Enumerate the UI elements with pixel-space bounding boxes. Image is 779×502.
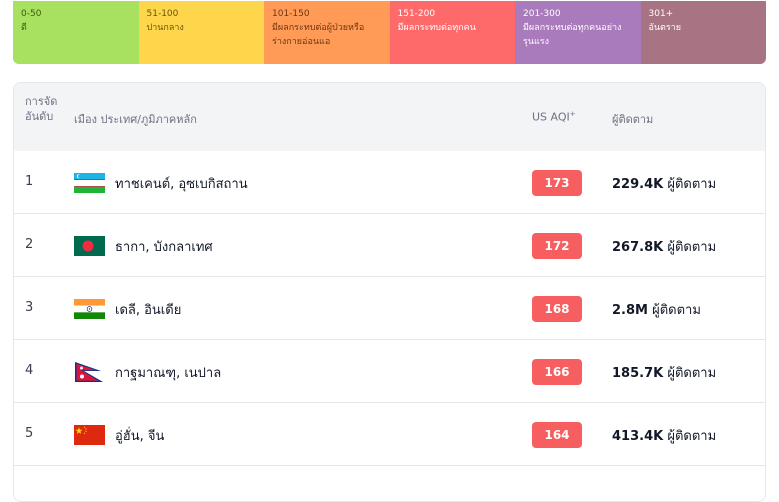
- legend-range: 51-100: [146, 9, 179, 19]
- row-followers: 185.7K ผู้ติดตาม: [612, 362, 716, 383]
- header-rank: การจัดอันดับ: [25, 95, 58, 123]
- bangladesh-flag-icon: [74, 236, 105, 256]
- legend-range: 301+: [648, 9, 674, 19]
- table-row[interactable]: 1 ทาชเคนต์, อุซเบกิสถาน 173 229.4K ผู้ติ…: [14, 151, 765, 214]
- header-aqi-label: US AQI: [532, 110, 570, 124]
- row-city-link[interactable]: อู่ฮั่น, จีน: [115, 429, 165, 444]
- legend-unhealthy: 151-200 มีผลกระทบต่อทุกคน: [389, 1, 515, 64]
- legend-hazardous: 301+ อันตราย: [640, 1, 766, 64]
- aqi-info-icon[interactable]: +: [569, 110, 576, 118]
- legend-range: 201-300: [523, 9, 561, 19]
- header-aqi[interactable]: US AQI+: [532, 110, 576, 124]
- aqi-badge: 166: [532, 359, 582, 385]
- aqi-badge: 168: [532, 296, 582, 322]
- legend-range: 0-50: [21, 9, 42, 19]
- legend-range: 101-150: [272, 9, 310, 19]
- aqi-badge: 172: [532, 233, 582, 259]
- table-header: การจัดอันดับ เมือง ประเทศ/ภูมิภาคหลัก US…: [14, 83, 765, 151]
- nepal-flag-icon: [74, 362, 105, 382]
- row-rank: 1: [25, 174, 34, 189]
- aqi-badge: 173: [532, 170, 582, 196]
- followers-suffix: ผู้ติดตาม: [667, 177, 717, 192]
- followers-suffix: ผู้ติดตาม: [667, 240, 717, 255]
- table-row[interactable]: 4 กาฐมาณฑุ, เนปาล 166 185.7K ผู้ติดตาม: [14, 340, 765, 403]
- aqi-legend: 0-50 ดี 51-100 ปานกลาง 101-150 มีผลกระทบ…: [13, 1, 766, 64]
- legend-sensitive: 101-150 มีผลกระทบต่อผู้ป่วยหรือร่างกายอ่…: [264, 1, 390, 64]
- legend-moderate: 51-100 ปานกลาง: [138, 1, 264, 64]
- table-row[interactable]: 3 เดลี, อินเดีย 168 2.8M ผู้ติดตาม: [14, 277, 765, 340]
- row-city-link[interactable]: ธากา, บังกลาเทศ: [115, 240, 213, 255]
- row-rank: 2: [25, 237, 34, 252]
- row-city-link[interactable]: กาฐมาณฑุ, เนปาล: [115, 366, 222, 381]
- uzbekistan-flag-icon: [74, 173, 105, 193]
- table-row[interactable]: 5 อู่ฮั่น, จีน 164 413.4K ผู้ติดตาม: [14, 403, 765, 466]
- followers-count: 229.4K: [612, 177, 664, 192]
- legend-desc: มีผลกระทบต่อผู้ป่วยหรือร่างกายอ่อนแอ: [272, 23, 365, 47]
- row-followers: 2.8M ผู้ติดตาม: [612, 299, 701, 320]
- aqi-badge: 164: [532, 422, 582, 448]
- followers-suffix: ผู้ติดตาม: [667, 429, 717, 444]
- row-city-link[interactable]: ทาชเคนต์, อุซเบกิสถาน: [115, 177, 248, 192]
- legend-desc: มีผลกระทบต่อทุกคน: [397, 23, 476, 33]
- row-rank: 5: [25, 426, 34, 441]
- row-followers: 267.8K ผู้ติดตาม: [612, 236, 716, 257]
- legend-desc: ดี: [21, 23, 27, 33]
- india-flag-icon: [74, 299, 105, 319]
- row-followers: 229.4K ผู้ติดตาม: [612, 173, 716, 194]
- legend-desc: มีผลกระทบต่อทุกคนอย่างรุนแรง: [523, 23, 622, 47]
- header-followers: ผู้ติดตาม: [612, 113, 654, 126]
- legend-range: 151-200: [397, 9, 436, 19]
- followers-count: 185.7K: [612, 366, 664, 381]
- row-rank: 3: [25, 300, 34, 315]
- followers-count: 413.4K: [612, 429, 664, 444]
- row-followers: 413.4K ผู้ติดตาม: [612, 425, 716, 446]
- followers-suffix: ผู้ติดตาม: [667, 366, 717, 381]
- followers-count: 2.8M: [612, 303, 648, 318]
- china-flag-icon: [74, 425, 105, 445]
- city-ranking-table: การจัดอันดับ เมือง ประเทศ/ภูมิภาคหลัก US…: [13, 82, 766, 502]
- table-row[interactable]: 2 ธากา, บังกลาเทศ 172 267.8K ผู้ติดตาม: [14, 214, 765, 277]
- row-city-link[interactable]: เดลี, อินเดีย: [115, 303, 182, 318]
- followers-count: 267.8K: [612, 240, 664, 255]
- legend-desc: ปานกลาง: [146, 23, 184, 33]
- legend-good: 0-50 ดี: [13, 1, 139, 64]
- header-city: เมือง ประเทศ/ภูมิภาคหลัก: [74, 113, 197, 126]
- legend-very-unhealthy: 201-300 มีผลกระทบต่อทุกคนอย่างรุนแรง: [515, 1, 641, 64]
- legend-desc: อันตราย: [648, 23, 682, 33]
- followers-suffix: ผู้ติดตาม: [652, 303, 701, 318]
- row-rank: 4: [25, 363, 34, 378]
